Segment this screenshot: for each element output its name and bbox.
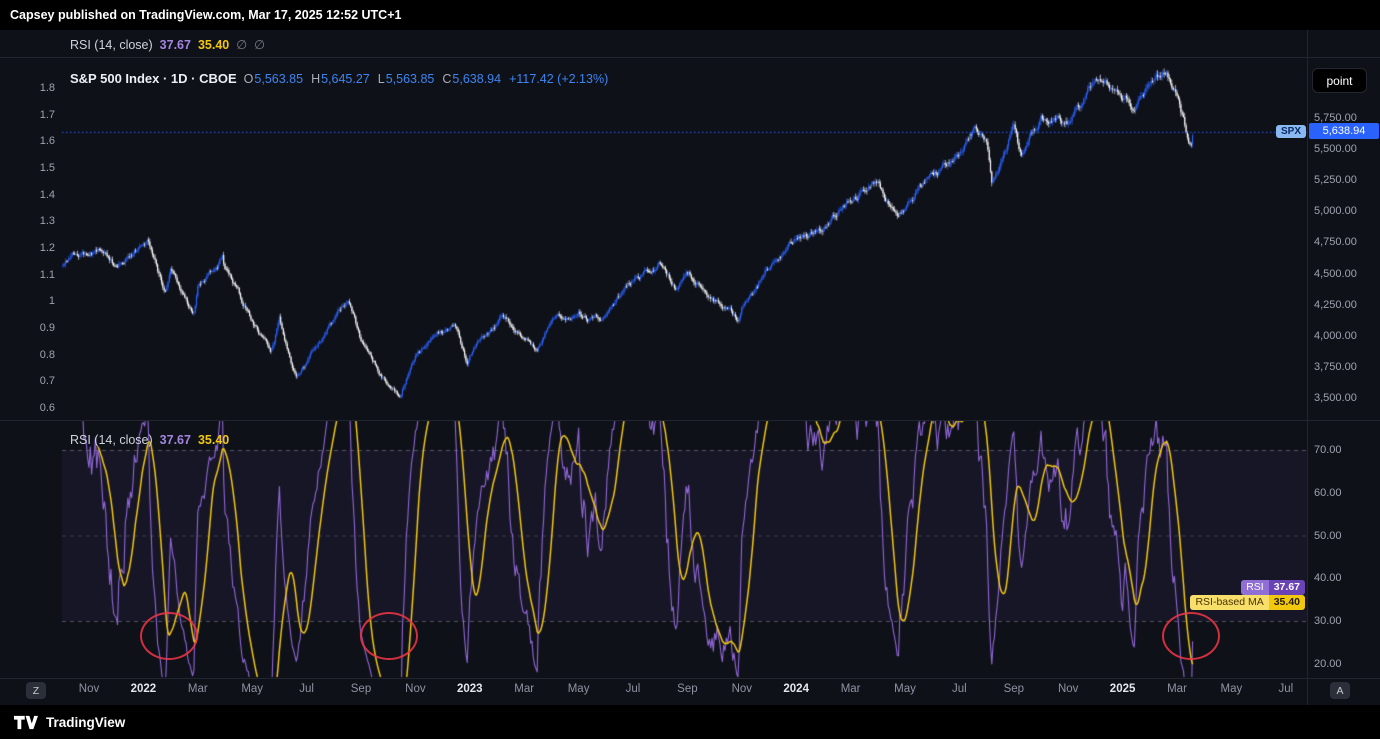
brand-name[interactable]: TradingView [46, 714, 126, 730]
time-axis-month: Mar [1167, 683, 1187, 695]
time-axis-month: Mar [514, 683, 535, 695]
left-axis-label: 1.1 [39, 268, 55, 281]
time-axis-month: Jul [299, 683, 314, 695]
auto-scale-button[interactable]: A [1330, 682, 1350, 699]
rsi-pill-value: 37.67 [1268, 580, 1305, 596]
left-axis-label: 0.8 [39, 348, 55, 361]
rsi-axis-label: 30.00 [1314, 615, 1342, 627]
close-value: 5,638.94 [452, 71, 502, 86]
left-axis-label: 1.3 [39, 215, 55, 228]
price-axis-label: 3,750.00 [1314, 360, 1357, 373]
change-value: +117.42 (+2.13%) [509, 71, 609, 86]
time-axis-month: Mar [187, 683, 208, 695]
symbol-price-tag: SPX [1275, 124, 1306, 138]
high-label: H [311, 71, 321, 86]
time-axis-month: Jul [1278, 683, 1294, 695]
close-label: C [442, 71, 452, 86]
time-axis-year: 2024 [783, 683, 809, 695]
rsi-axis-label: 50.00 [1314, 529, 1342, 542]
publisher-line: Capsey published on TradingView.com, Mar… [10, 8, 402, 22]
low-value: 5,563.85 [385, 71, 435, 86]
price-axis-label: 5,500.00 [1314, 143, 1357, 156]
left-axis-label: 1.2 [39, 242, 55, 254]
left-axis-label: 0.6 [39, 402, 55, 414]
left-axis-label: 1 [48, 295, 55, 308]
rsi-axis-label: 40.00 [1314, 572, 1342, 585]
time-axis-month: Jul [952, 683, 967, 695]
tradingview-logo[interactable] [14, 715, 38, 730]
publisher-bar: Capsey published on TradingView.com, Mar… [0, 0, 1380, 30]
time-axis-month: Mar [840, 683, 861, 695]
oversold-circle[interactable] [359, 611, 418, 660]
left-axis-label: 1.8 [39, 82, 55, 94]
rsi-value-pill: RSI 37.67 [1241, 580, 1305, 596]
ma-pill-name: RSI-based MA [1190, 595, 1269, 611]
rsi-ma-value: 35.40 [197, 37, 230, 52]
chart-area: RSI (14, close) 37.67 35.40 ∅ ∅ S&P 500 … [0, 30, 1380, 705]
price-axis-label: 5,000.00 [1314, 205, 1357, 218]
time-axis-month: Sep [1003, 683, 1025, 695]
left-axis-label: 1.7 [39, 108, 55, 121]
price-axis-label: 5,250.00 [1314, 174, 1357, 187]
indicator-name: RSI (14, close) [70, 37, 153, 52]
oversold-circle[interactable] [139, 611, 198, 660]
open-value: 5,563.85 [254, 71, 304, 86]
timezone-button[interactable]: Z [26, 682, 46, 699]
time-axis-month: Nov [78, 683, 100, 695]
rsi-axis-label: 60.00 [1314, 486, 1342, 499]
rsi-ma-value: 35.40 [197, 433, 230, 447]
rsi-legend: RSI (14, close) 37.67 35.40 [70, 433, 229, 447]
pane-separator-top[interactable] [0, 57, 1380, 58]
time-axis-month: Nov [1057, 683, 1079, 695]
time-axis-month: Sep [350, 683, 372, 695]
ma-pill-value: 35.40 [1268, 595, 1305, 611]
left-axis-label: 1.4 [39, 188, 55, 201]
left-axis-label: 0.7 [39, 375, 55, 388]
price-axis-label: 4,000.00 [1314, 329, 1357, 342]
high-value: 5,645.27 [321, 71, 370, 86]
time-axis-year: 2023 [457, 683, 483, 695]
open-label: O [243, 71, 254, 86]
time-axis-month: Nov [731, 683, 753, 695]
left-axis-label: 1.6 [39, 135, 55, 148]
time-axis-year: 2025 [1109, 683, 1136, 695]
price-axis-label: 3,500.00 [1314, 391, 1357, 404]
indicator-name: RSI (14, close) [70, 433, 153, 447]
left-axis-label: 0.9 [39, 322, 55, 334]
empty-source-icon: ∅ [254, 38, 266, 52]
price-axis-label: 4,250.00 [1314, 298, 1357, 311]
time-axis-month: May [894, 683, 916, 695]
rsi-pill-name: RSI [1241, 580, 1269, 596]
time-axis-month: May [1220, 683, 1243, 695]
time-axis-month: May [567, 683, 590, 695]
time-axis-year: 2022 [130, 683, 157, 695]
rsi-value: 37.67 [159, 37, 191, 52]
pane-separator-time [0, 678, 1380, 679]
rsi-ma-value-pill: RSI-based MA 35.40 [1190, 595, 1305, 611]
brand-bar: TradingView [0, 705, 1380, 739]
ohlc-values: O 5,563.85 H 5,645.27 L 5,563.85 C 5,638.94 … [244, 72, 609, 86]
chart-canvas[interactable] [0, 30, 1380, 705]
price-axis-label: 4,500.00 [1314, 267, 1357, 280]
pane-separator-rsi[interactable] [0, 420, 1380, 421]
price-unit-button[interactable]: point [1312, 68, 1367, 93]
left-axis-label: 1.5 [39, 162, 55, 174]
time-axis-month: Sep [677, 683, 698, 695]
price-axis-label: 5,750.00 [1314, 112, 1357, 124]
symbol-legend: S&P 500 Index · 1D · CBOE O 5,563.85 H 5,6… [70, 71, 608, 86]
low-label: L [377, 71, 385, 86]
price-axis-label: 4,750.00 [1314, 236, 1357, 249]
symbol-title: S&P 500 Index · 1D · CBOE [70, 71, 237, 86]
rsi-axis-label: 70.00 [1314, 444, 1342, 456]
time-axis-month: May [241, 683, 264, 695]
last-price-label: 5,638.94 [1309, 122, 1379, 139]
rsi-value: 37.67 [159, 433, 191, 447]
time-axis-month: Nov [405, 683, 426, 695]
time-axis-month: Jul [625, 683, 641, 695]
rsi-axis-label: 20.00 [1314, 657, 1342, 670]
empty-source-icon: ∅ [236, 38, 248, 52]
collapsed-rsi-legend: RSI (14, close) 37.67 35.40 ∅ ∅ [70, 37, 266, 53]
oversold-circle[interactable] [1162, 611, 1221, 660]
price-scale-border [1307, 30, 1308, 705]
